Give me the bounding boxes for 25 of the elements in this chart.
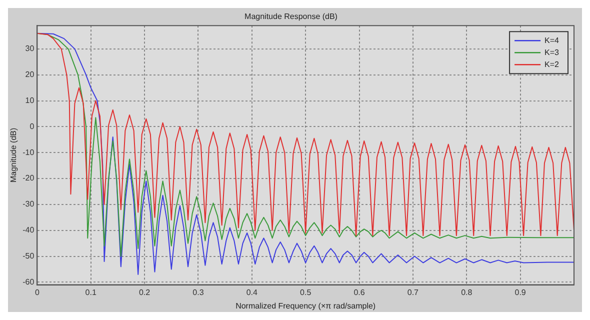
x-axis-title: Normalized Frequency (×π rad/sample) bbox=[236, 301, 376, 310]
chart-title: Magnitude Response (dB) bbox=[244, 12, 338, 22]
x-tick-label: 0.1 bbox=[85, 288, 97, 297]
y-tick-label: 30 bbox=[25, 44, 35, 54]
y-tick-label: 10 bbox=[25, 96, 35, 105]
y-tick-label: 20 bbox=[25, 70, 35, 80]
y-tick-label: -20 bbox=[22, 174, 35, 183]
x-tick-label: 0.8 bbox=[461, 288, 473, 297]
y-tick-label: -10 bbox=[22, 148, 35, 157]
x-tick-label: 0.4 bbox=[246, 288, 258, 297]
legend-label: K=4 bbox=[544, 36, 560, 45]
x-tick-label: 0.7 bbox=[407, 288, 420, 297]
x-tick-label: 0.5 bbox=[300, 288, 312, 297]
y-axis-title: Magnitude (dB) bbox=[9, 128, 18, 183]
x-tick-label: 0.2 bbox=[138, 288, 151, 297]
y-tick-label: -40 bbox=[22, 226, 35, 235]
legend-label: K=3 bbox=[544, 48, 560, 57]
y-tick-label: -60 bbox=[22, 277, 35, 286]
y-tick-label: 0 bbox=[30, 122, 35, 131]
legend-label: K=2 bbox=[544, 60, 560, 69]
x-tick-label: 0.6 bbox=[354, 288, 366, 297]
y-tick-label: -50 bbox=[22, 251, 35, 260]
x-tick-label: 0.3 bbox=[192, 288, 204, 297]
x-tick-label: 0.9 bbox=[514, 288, 526, 297]
y-tick-label: -30 bbox=[22, 200, 35, 209]
